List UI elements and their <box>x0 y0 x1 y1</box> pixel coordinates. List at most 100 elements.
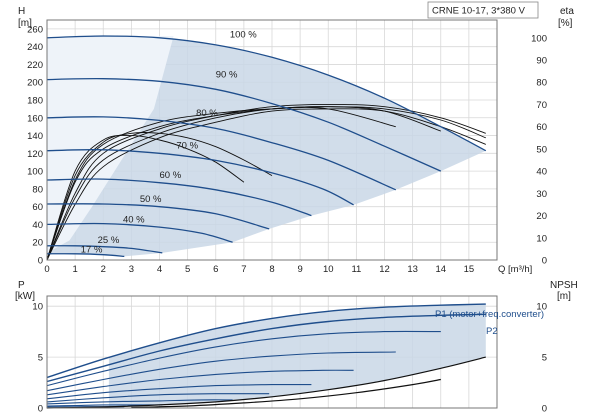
npsh-curve <box>131 378 441 409</box>
y-right-tick-label: 20 <box>536 211 547 222</box>
y-left-tick-label: 160 <box>27 113 43 124</box>
head-curve <box>46 178 312 217</box>
power-curve <box>46 393 270 403</box>
x-tick-label: 0 <box>44 264 49 275</box>
efficiency-curve <box>46 132 273 261</box>
head-curve <box>46 149 354 206</box>
title-frame <box>427 1 539 19</box>
head-curve <box>46 253 125 258</box>
efficiency-curve <box>46 106 441 261</box>
x-tick-label: 4 <box>157 264 162 275</box>
x-axis-label: Q [m³/h] <box>498 264 532 275</box>
power-curve <box>46 351 396 392</box>
y-right-unit: [%] <box>558 18 573 29</box>
x-tick-label: 13 <box>407 264 418 275</box>
y-left-label: H <box>18 6 25 17</box>
speed-label: 40 % <box>123 214 145 225</box>
y-right-tick-label: 50 <box>536 144 547 155</box>
y-right-tick-label: 90 <box>536 56 547 67</box>
x-tick-label: 3 <box>129 264 134 275</box>
p2-legend-label: P2 <box>486 326 498 337</box>
power-curve <box>46 404 163 407</box>
speed-label: 25 % <box>98 235 120 246</box>
head-curve <box>46 245 163 254</box>
x-tick-label: 2 <box>101 264 106 275</box>
x-tick-label: 14 <box>435 264 446 275</box>
lower-plot-frame <box>46 295 498 409</box>
speed-label: 60 % <box>160 170 182 181</box>
x-tick-label: 7 <box>241 264 246 275</box>
x-tick-label: 1 <box>72 264 77 275</box>
lower-tick-labels: 0 5 10 0 5 10 <box>32 302 547 415</box>
y-right-tick-label: 40 <box>536 167 547 178</box>
efficiency-curve <box>46 108 486 261</box>
y-right-tick-label: 100 <box>531 33 547 44</box>
power-tick-label: 10 <box>32 302 43 313</box>
lower-operating-area <box>108 304 486 407</box>
speed-label: 17 % <box>81 245 103 256</box>
lower-shade <box>108 304 486 407</box>
speed-label: 100 % <box>230 30 257 41</box>
power-curve <box>46 369 354 396</box>
power-label: P <box>18 280 25 291</box>
chart-title: CRNE 10-17, 3*380 V <box>432 6 526 17</box>
upper-series-labels: 100 % 90 % 80 % 70 % 60 % 50 % 40 %25 %17 % <box>81 30 258 256</box>
x-tick-label: 6 <box>213 264 218 275</box>
y-left-unit: [m] <box>18 18 32 29</box>
upper-efficiency-lines <box>46 103 486 261</box>
speed-label: 80 % <box>196 108 218 119</box>
x-tick-label: 15 <box>464 264 475 275</box>
speed-label: 50 % <box>140 194 162 205</box>
y-left-tick-label: 100 <box>27 167 43 178</box>
x-tick-label: 5 <box>185 264 190 275</box>
y-right-tick-label: 10 <box>536 233 547 244</box>
upper-tick-labels: 0 1 2 3 4 5 6 7 8 9 10 11 12 13 14 15020406080100120140… <box>27 24 547 275</box>
y-left-tick-label: 200 <box>27 78 43 89</box>
head-curve <box>46 222 233 243</box>
y-right-tick-label: 60 <box>536 122 547 133</box>
npsh-tick-label: 0 <box>542 404 547 415</box>
npsh-unit: [m] <box>557 291 571 302</box>
y-left-tick-label: 0 <box>38 256 43 267</box>
power-curve <box>46 383 312 400</box>
y-right-label: eta <box>560 6 574 17</box>
y-left-tick-label: 260 <box>27 24 43 35</box>
y-left-tick-label: 80 <box>32 184 43 195</box>
npsh-label: NPSH <box>550 280 578 291</box>
upper-head-lines <box>46 35 487 258</box>
title-box: CRNE 10-17, 3*380 V <box>427 1 539 19</box>
npsh-tick-label: 5 <box>542 353 547 364</box>
x-tick-label: 10 <box>323 264 334 275</box>
speed-label: 70 % <box>176 141 198 152</box>
npsh-tick-label: 10 <box>536 302 547 313</box>
upper-plot-frame <box>46 19 498 261</box>
y-right-tick-label: 70 <box>536 100 547 111</box>
power-tick-label: 0 <box>38 404 43 415</box>
efficiency-curve <box>46 106 396 261</box>
p1-curve <box>46 303 486 379</box>
y-right-tick-label: 30 <box>536 189 547 200</box>
x-tick-label: 12 <box>379 264 390 275</box>
y-left-tick-label: 40 <box>32 220 43 231</box>
efficiency-curve <box>46 106 486 261</box>
head-curve <box>46 203 270 230</box>
p2-curve <box>46 313 486 383</box>
y-left-tick-label: 140 <box>27 131 43 142</box>
y-left-tick-label: 240 <box>27 42 43 53</box>
head-curve <box>46 35 487 152</box>
x-tick-label: 8 <box>269 264 274 275</box>
p1-legend-label: P1 (motor+freq.converter) <box>435 309 544 320</box>
x-tick-label: 11 <box>351 264 361 275</box>
power-tick-label: 5 <box>38 353 43 364</box>
y-right-tick-label: 80 <box>536 78 547 89</box>
npsh-curve <box>46 356 486 409</box>
y-left-tick-label: 60 <box>32 202 43 213</box>
lower-lines <box>46 303 486 409</box>
speed-label: 90 % <box>216 70 238 81</box>
head-curve <box>46 77 442 172</box>
head-curve <box>46 116 397 191</box>
power-curve <box>46 330 441 387</box>
y-right-tick-label: 0 <box>542 256 547 267</box>
y-left-tick-label: 20 <box>32 238 43 249</box>
